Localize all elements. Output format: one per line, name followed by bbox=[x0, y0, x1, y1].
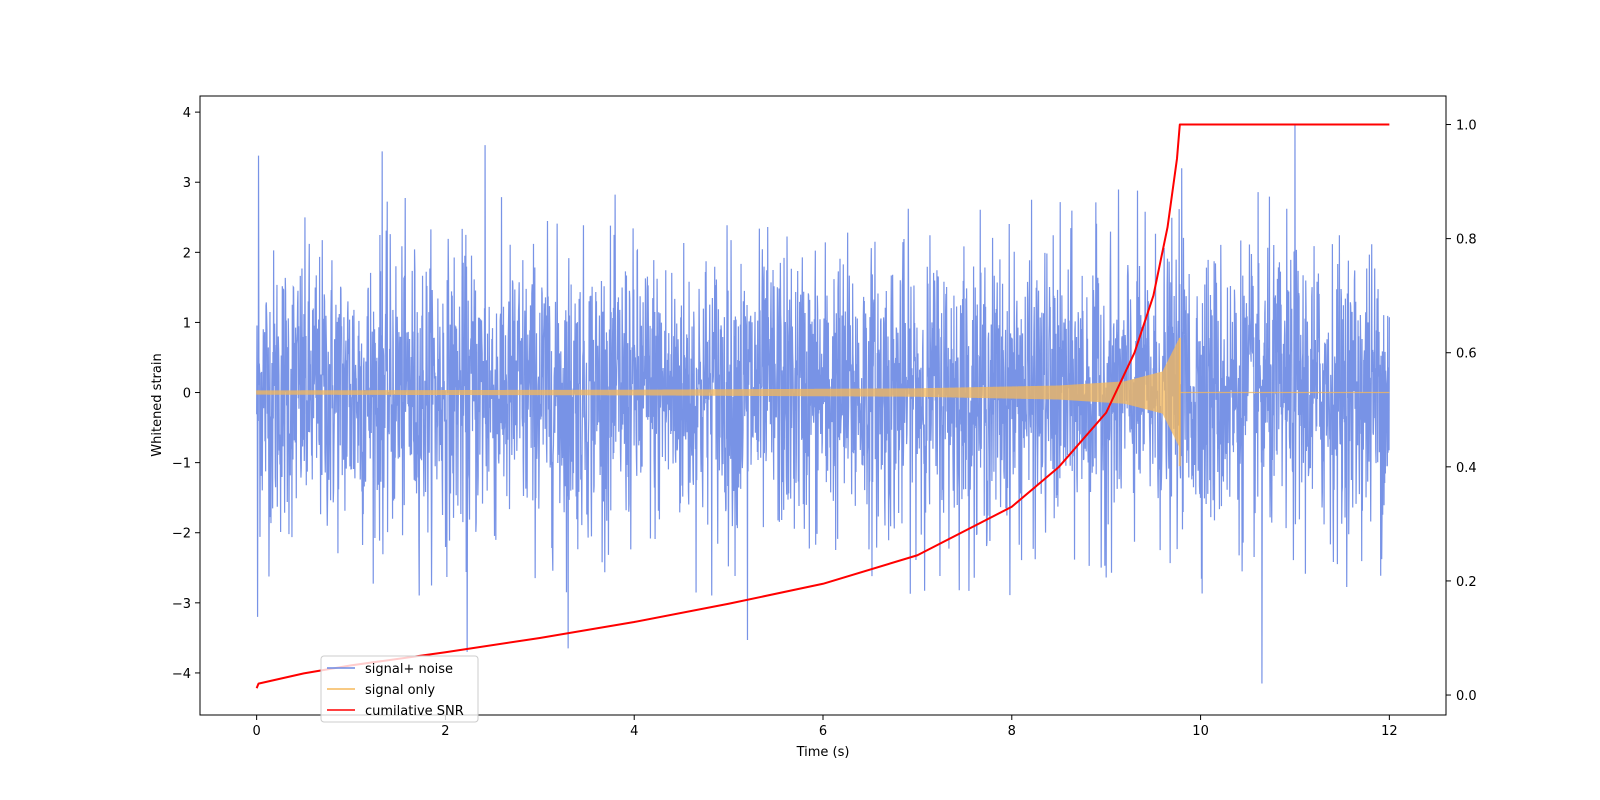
signal-only-line bbox=[256, 337, 1390, 447]
y-tick-label: −2 bbox=[172, 527, 191, 542]
y-tick-label: 0 bbox=[183, 387, 191, 402]
y-axis-right: 0.0 0.2 0.4 0.6 0.8 1.0 bbox=[1446, 119, 1477, 704]
y2-tick-label: 0.2 bbox=[1456, 575, 1477, 590]
y-tick-label: 3 bbox=[183, 176, 191, 191]
y-tick-label: −1 bbox=[172, 457, 191, 472]
x-tick-label: 4 bbox=[630, 724, 638, 739]
y-tick-label: 4 bbox=[183, 106, 191, 121]
y-tick-label: −4 bbox=[172, 667, 191, 682]
series-signal-only bbox=[256, 337, 1390, 467]
y-tick-label: 1 bbox=[183, 316, 191, 331]
series-signal-noise bbox=[256, 124, 1390, 684]
legend-label-signal-only: signal only bbox=[365, 683, 435, 698]
y2-tick-label: 0.4 bbox=[1456, 461, 1477, 476]
x-tick-label: 2 bbox=[441, 724, 449, 739]
y2-tick-label: 1.0 bbox=[1456, 119, 1477, 134]
x-tick-label: 0 bbox=[252, 724, 260, 739]
x-axis: 0 2 4 6 8 10 12 bbox=[252, 715, 1398, 739]
legend: signal+ noise signal only cumilative SNR bbox=[320, 655, 479, 723]
legend-label-signal-noise: signal+ noise bbox=[365, 662, 453, 677]
x-tick-label: 8 bbox=[1008, 724, 1016, 739]
y2-tick-label: 0.8 bbox=[1456, 233, 1477, 248]
y-axis-label: Whitened strain bbox=[150, 353, 165, 456]
y2-tick-label: 0.6 bbox=[1456, 347, 1477, 362]
x-axis-label: Time (s) bbox=[796, 745, 850, 760]
legend-label-cumulative-snr: cumilative SNR bbox=[365, 704, 464, 719]
y-tick-label: −3 bbox=[172, 597, 191, 612]
signal-noise-line bbox=[256, 124, 1390, 684]
legend-frame bbox=[320, 655, 479, 723]
y2-tick-label: 0.0 bbox=[1456, 689, 1477, 704]
y-tick-label: 2 bbox=[183, 246, 191, 261]
x-tick-label: 10 bbox=[1192, 724, 1209, 739]
y-axis-left: −4 −3 −2 −1 0 1 2 3 4 bbox=[172, 106, 200, 682]
x-tick-label: 12 bbox=[1381, 724, 1398, 739]
x-tick-label: 6 bbox=[819, 724, 827, 739]
